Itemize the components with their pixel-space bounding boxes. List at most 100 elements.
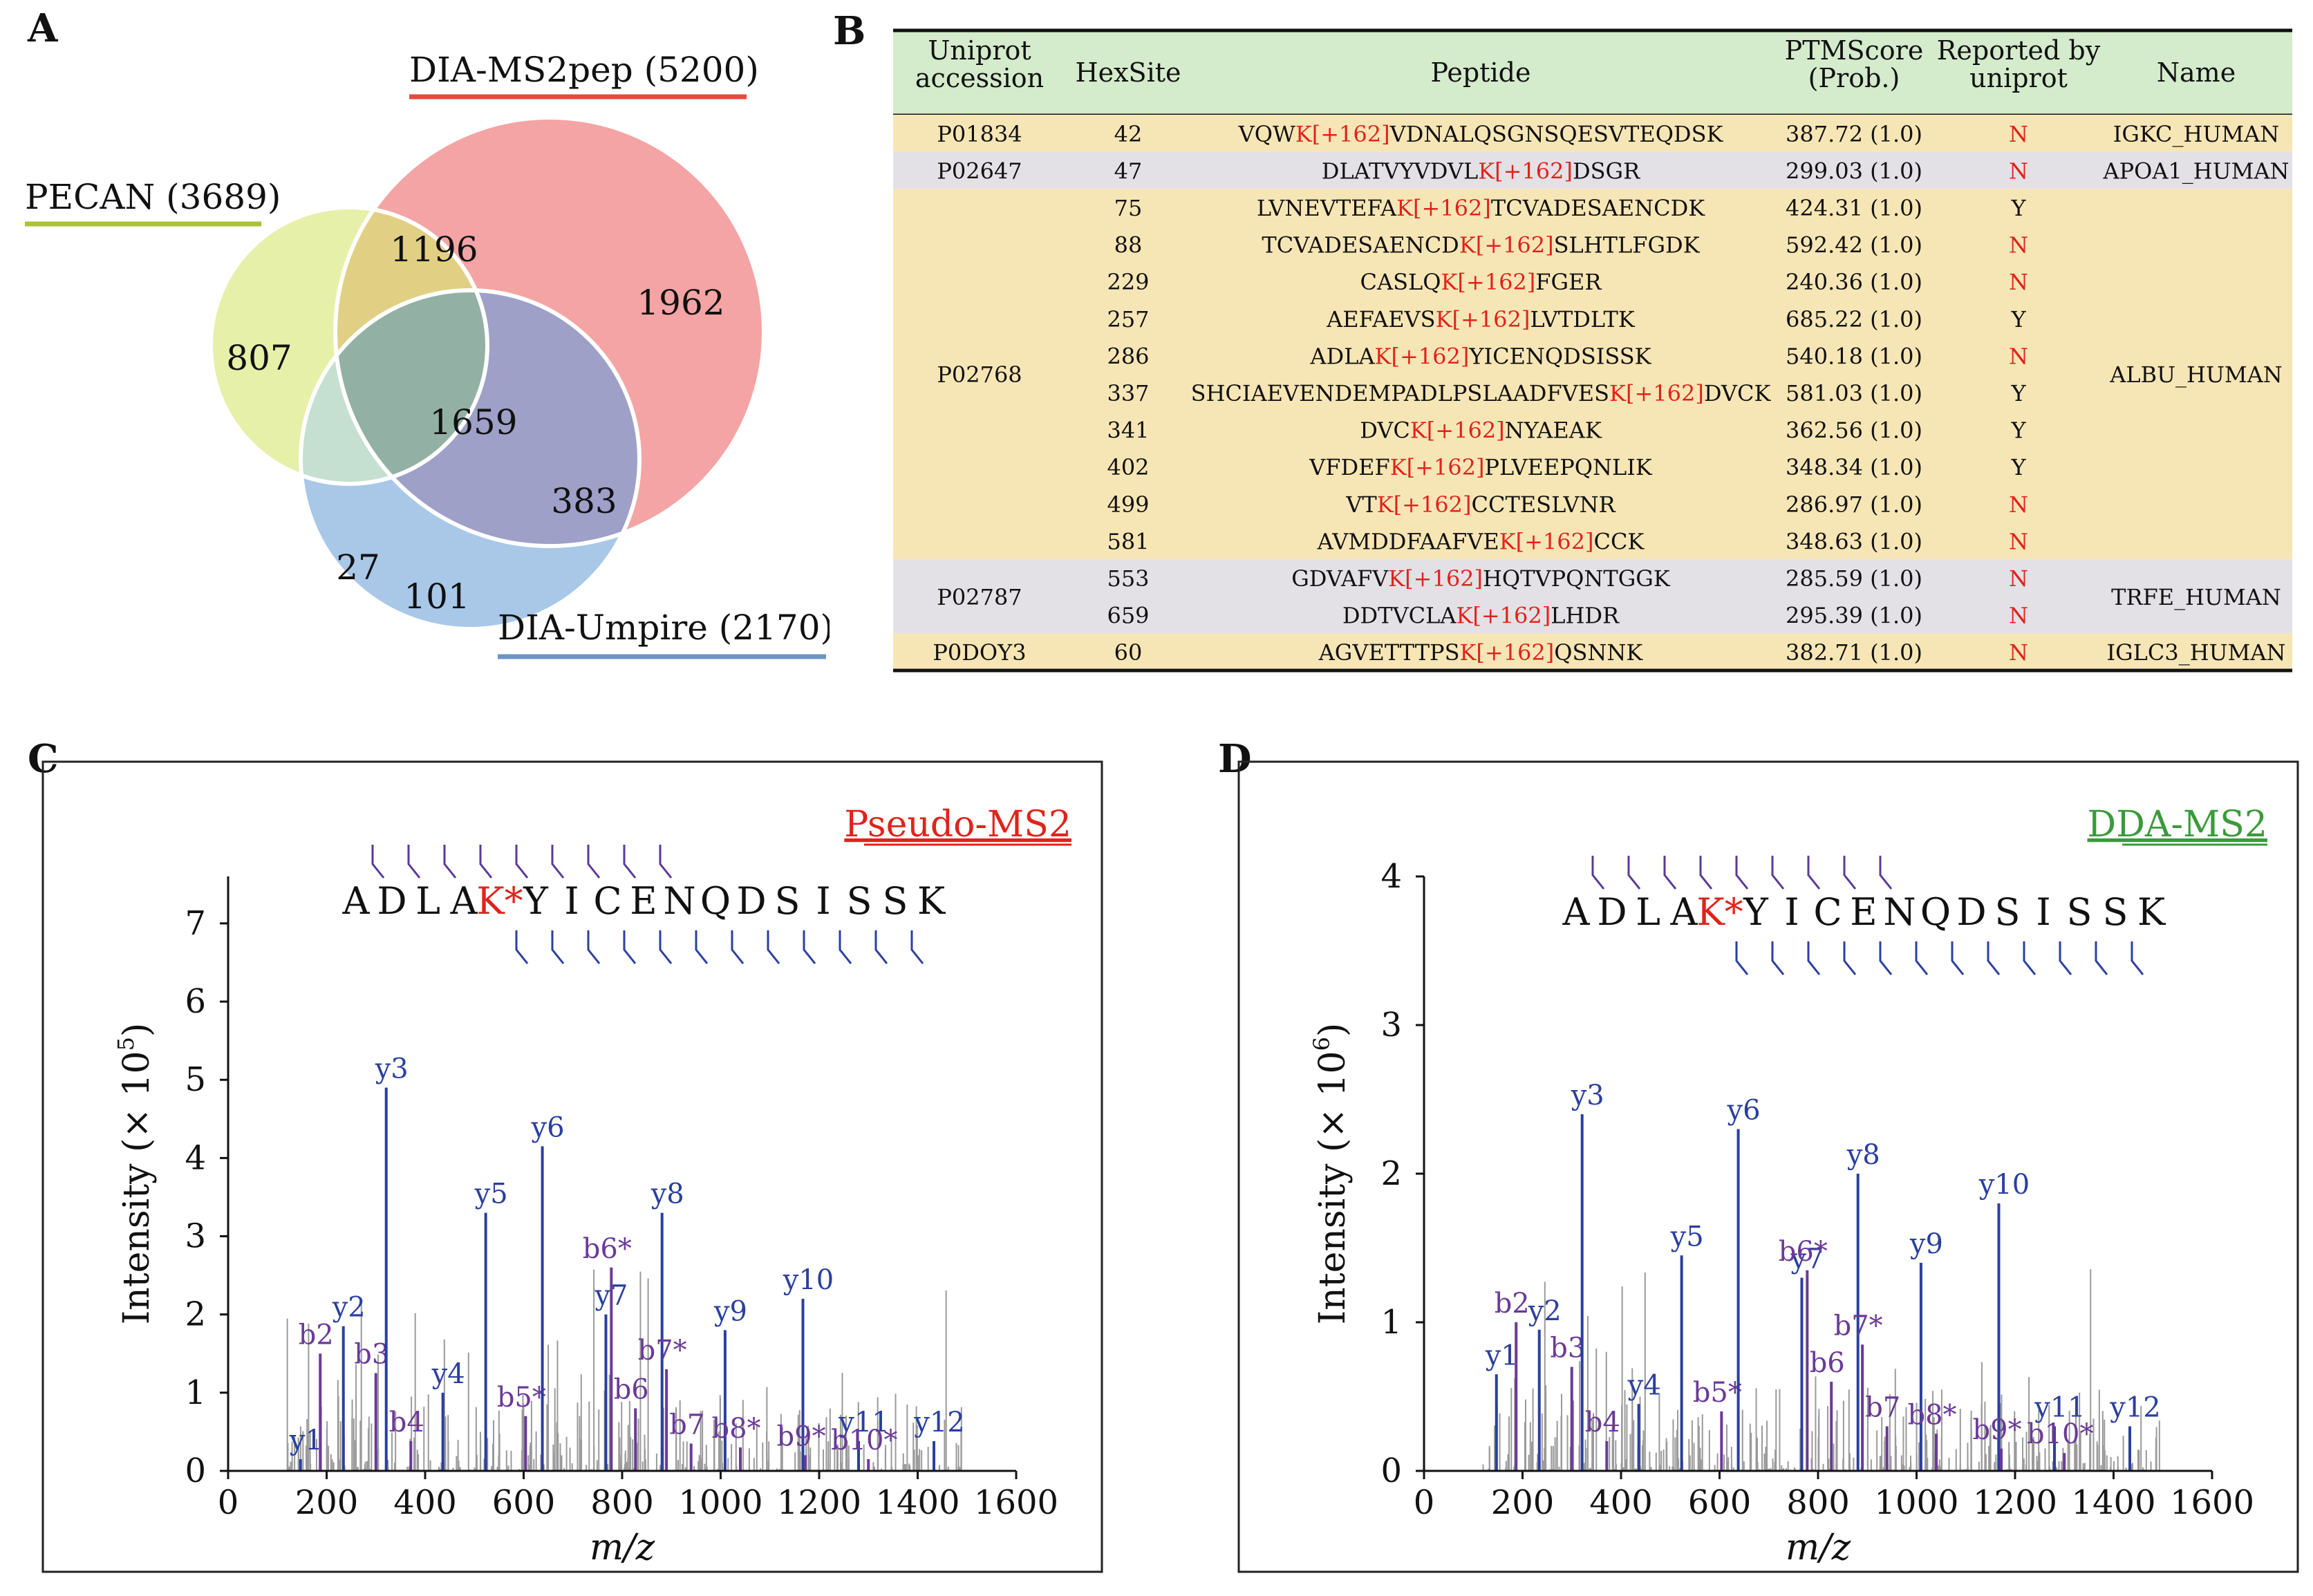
table-ptmscore: 382.71 (1.0): [1786, 639, 1922, 666]
sequence-residue: S: [775, 879, 800, 923]
sequence-residue: S: [2067, 890, 2092, 934]
x-tick-label: 800: [1786, 1483, 1850, 1522]
y-ion-mark: [839, 930, 852, 964]
spectrum-source-label: DDA-MS2: [2088, 804, 2267, 845]
table-group-band: [893, 559, 2292, 634]
peak-label-y6: y6: [531, 1111, 565, 1143]
table-peptide: GDVAFVK[+162]HQTVPQNTGGK: [1291, 565, 1671, 592]
sequence-residue: C: [1813, 890, 1842, 934]
b-ion-mark: [515, 845, 529, 879]
table-peptide: VQWK[+162]VDNALQSGNSQESVTEQDSK: [1238, 121, 1724, 147]
peak-label-b5*: b5*: [1693, 1377, 1742, 1409]
sequence-residue: Y: [523, 879, 549, 923]
venn-count-pecan-umpire: 27: [336, 547, 380, 588]
table-hexsite: 659: [1107, 603, 1149, 629]
table-ptmscore: 592.42 (1.0): [1786, 232, 1922, 259]
y-ion-mark: [874, 930, 888, 964]
y-ion-mark: [2095, 941, 2108, 975]
y-tick-label: 1: [1380, 1303, 1402, 1342]
table-accession: P01834: [937, 121, 1022, 147]
x-tick-label: 600: [1688, 1483, 1752, 1522]
sequence-residue: E: [630, 879, 657, 923]
y-axis-label: Intensity (× 106): [1309, 1023, 1354, 1325]
y-ion-mark: [1735, 941, 1749, 975]
peak-label-b2: b2: [299, 1319, 334, 1351]
b-ion-mark: [659, 845, 673, 879]
table-reported: N: [2009, 491, 2028, 518]
venn-label-umpire: DIA-Umpire (2170): [498, 608, 830, 648]
b-ion-mark: [371, 845, 385, 879]
y-tick-label: 0: [1380, 1452, 1402, 1490]
x-tick-label: 1000: [1874, 1483, 1958, 1522]
table-peptide: DLATVYVDVLK[+162]DSGR: [1322, 158, 1640, 184]
venn-diagram: 807 1196 1962 1659 383 27 101 DIA-MS2pep (5200)…: [25, 50, 830, 659]
table-hexsite: 60: [1114, 639, 1143, 666]
table-ptmscore: 295.39 (1.0): [1786, 603, 1922, 629]
spectrum-source-label: Pseudo-MS2: [844, 804, 1071, 845]
x-tick-label: 200: [1491, 1483, 1555, 1522]
y-ion-mark: [1771, 941, 1785, 975]
table-accession: P0DOY3: [933, 639, 1026, 666]
table-reported: N: [2009, 232, 2028, 259]
table-protein-name: ALBU_HUMAN: [2109, 362, 2283, 388]
peak-label-b8*: b8*: [1907, 1399, 1956, 1431]
y-ion-mark: [659, 930, 673, 964]
y-ion-mark: [2131, 941, 2144, 975]
y-ion-mark: [1987, 941, 2001, 975]
y-ion-mark: [731, 930, 745, 964]
table-ptmscore: 286.97 (1.0): [1786, 491, 1922, 518]
sequence-residue: C: [593, 879, 621, 923]
sequence-residue: A: [342, 879, 371, 923]
y-tick-label: 1: [185, 1373, 206, 1412]
y-ion-mark: [515, 930, 529, 964]
peak-label-y9: y9: [1909, 1228, 1943, 1260]
x-tick-label: 800: [590, 1483, 654, 1522]
peak-label-b8*: b8*: [711, 1413, 760, 1445]
peak-label-y5: y5: [1670, 1221, 1704, 1252]
table-peptide: LVNEVTEFAK[+162]TCVADESAENCDK: [1257, 195, 1705, 221]
table-peptide: CASLQK[+162]FGER: [1360, 269, 1602, 295]
table-peptide: TCVADESAENCDK[+162]SLHTLFGDK: [1262, 232, 1700, 259]
table-ptmscore: 285.59 (1.0): [1786, 565, 1922, 592]
sequence-residue: I: [2036, 890, 2050, 934]
sequence-residue: A: [1562, 890, 1591, 934]
table-hexsite: 42: [1114, 121, 1143, 147]
table-reported: N: [2009, 269, 2028, 295]
peak-label-b9*: b9*: [777, 1420, 826, 1452]
table-reported: N: [2009, 343, 2028, 369]
table-hexsite: 499: [1107, 491, 1149, 518]
y-ion-mark: [623, 930, 637, 964]
x-tick-label: 200: [295, 1483, 359, 1522]
hexsite-table: Uniprot accession HexSite Peptide PTMScore (P…: [893, 28, 2292, 673]
table-reported: N: [2009, 121, 2028, 147]
peak-label-y2: y2: [332, 1292, 366, 1324]
peak-label-y9: y9: [713, 1295, 747, 1327]
table-reported: N: [2009, 565, 2028, 592]
peak-label-y4: y4: [431, 1358, 465, 1390]
table-accession: P02647: [937, 158, 1022, 184]
peak-label-b7: b7: [1865, 1392, 1900, 1424]
table-header-4: Reported by uniprot: [1937, 35, 2101, 93]
sequence-residue: S: [2103, 890, 2128, 934]
peak-label-y8: y8: [650, 1179, 684, 1210]
y-ion-mark: [1843, 941, 1857, 975]
venn-label-ms2pep: DIA-MS2pep (5200): [409, 50, 759, 90]
table-protein-name: APOA1_HUMAN: [2102, 158, 2289, 184]
table-accession: P02787: [937, 584, 1022, 610]
venn-label-pecan: PECAN (3689): [25, 177, 281, 217]
sequence-residue: L: [415, 879, 440, 923]
b-ion-mark: [1591, 856, 1605, 890]
sequence-residue: D: [1956, 890, 1986, 934]
y-tick-label: 3: [185, 1217, 206, 1256]
sequence-residue: K*: [1696, 890, 1743, 934]
table-peptide: AVMDDFAAFVEK[+162]CCK: [1317, 528, 1645, 554]
y-ion-mark: [587, 930, 601, 964]
table-ptmscore: 387.72 (1.0): [1786, 121, 1922, 147]
venn-count-ms2pep-only: 1962: [637, 283, 724, 323]
b-ion-mark: [1699, 856, 1713, 890]
peak-label-y11: y11: [2034, 1392, 2086, 1424]
y-tick-label: 7: [185, 904, 206, 943]
table-ptmscore: 240.36 (1.0): [1786, 269, 1922, 295]
peak-label-y6: y6: [1727, 1095, 1761, 1127]
